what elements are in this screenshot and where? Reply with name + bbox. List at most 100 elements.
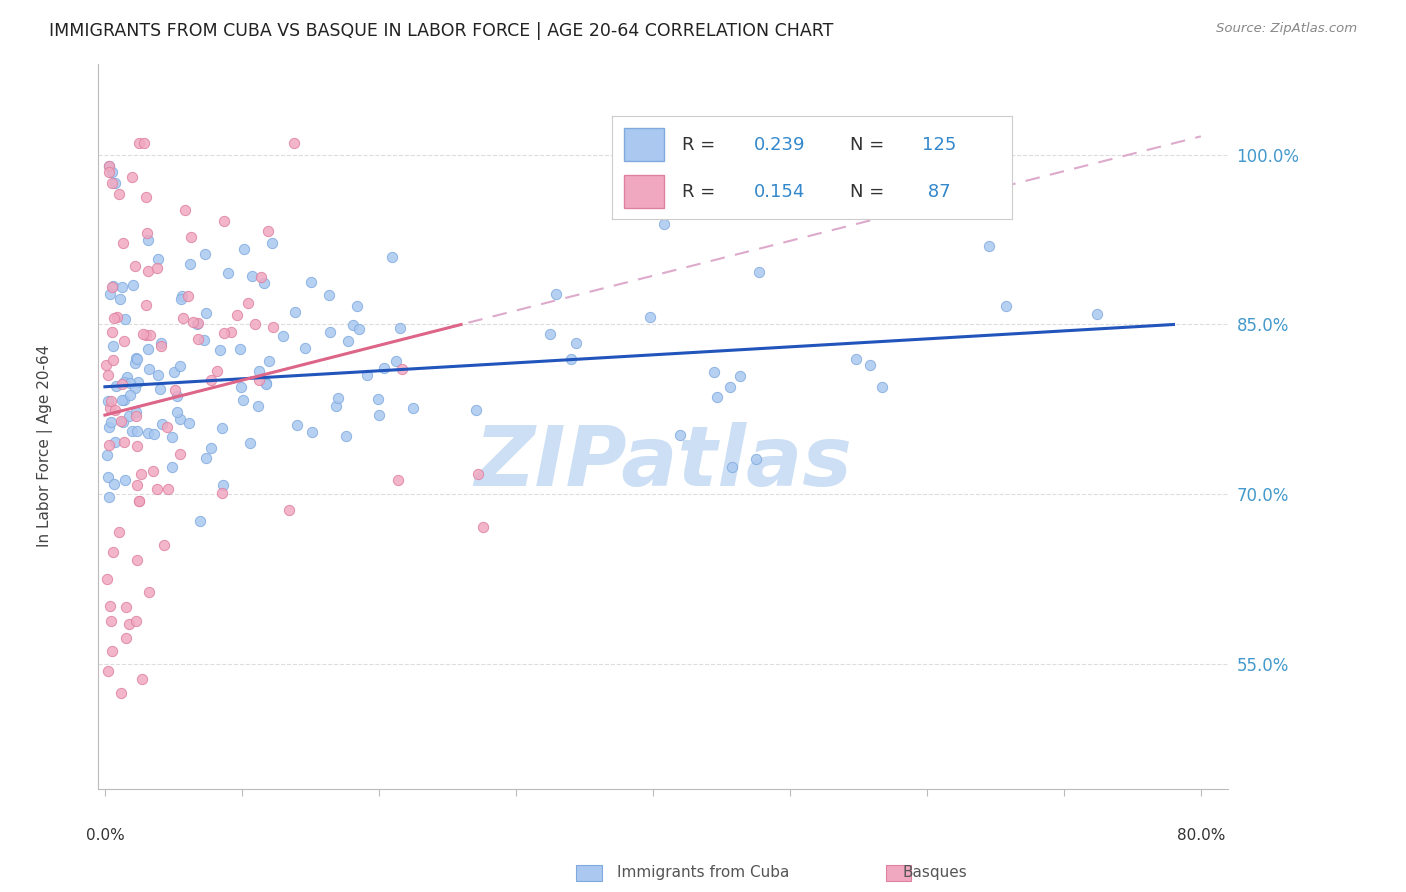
Point — [110, 376, 132, 391]
Point — [138, 362, 160, 376]
Point — [859, 358, 882, 372]
Point — [104, 402, 127, 417]
Point — [195, 306, 218, 320]
Text: 125: 125 — [922, 136, 956, 153]
Point — [146, 482, 169, 496]
Point — [172, 311, 194, 326]
Point — [256, 224, 278, 238]
Point — [124, 356, 146, 370]
Point — [135, 328, 157, 343]
Point — [669, 428, 692, 442]
Point — [170, 289, 193, 303]
Point — [385, 354, 408, 368]
Point — [170, 292, 193, 306]
Point — [538, 327, 561, 342]
Point — [977, 238, 1000, 252]
Point — [219, 325, 242, 339]
Point — [319, 325, 342, 339]
Point — [337, 334, 360, 348]
Point — [238, 296, 260, 310]
Point — [294, 341, 316, 355]
Point — [703, 365, 725, 379]
Point — [239, 436, 262, 450]
Point — [129, 467, 152, 481]
Point — [720, 459, 742, 474]
Text: 0.0%: 0.0% — [86, 829, 124, 844]
Point — [146, 368, 169, 382]
Point — [150, 417, 173, 432]
Point — [98, 438, 121, 452]
Point — [97, 490, 120, 504]
Text: R =: R = — [682, 136, 721, 153]
Point — [156, 420, 179, 434]
Point — [467, 467, 489, 481]
Point — [706, 390, 728, 404]
Point — [367, 392, 389, 406]
Point — [262, 236, 284, 251]
Point — [325, 400, 347, 414]
Point — [100, 394, 122, 409]
Point — [156, 482, 179, 496]
Text: Basques: Basques — [903, 865, 967, 880]
Point — [209, 343, 232, 358]
Point — [160, 459, 183, 474]
Point — [346, 299, 368, 313]
Point — [253, 277, 276, 291]
Point — [1085, 307, 1108, 321]
Point — [100, 644, 122, 658]
Point — [301, 425, 323, 439]
Point — [105, 310, 128, 325]
Point — [125, 478, 148, 492]
Point — [283, 136, 305, 151]
Point — [254, 376, 277, 391]
Point — [101, 280, 124, 294]
Point — [745, 452, 768, 467]
Point — [97, 394, 120, 409]
Point — [165, 384, 187, 398]
Point — [148, 252, 170, 266]
Point — [111, 415, 134, 429]
Point — [98, 164, 121, 178]
Point — [472, 520, 495, 534]
Point — [135, 298, 157, 312]
Point — [112, 334, 135, 348]
Point — [177, 416, 200, 430]
Point — [98, 159, 121, 173]
Point — [564, 335, 586, 350]
Point — [367, 408, 389, 422]
Point — [97, 368, 120, 382]
Point — [247, 373, 270, 387]
Point — [115, 600, 138, 615]
Point — [254, 377, 277, 392]
FancyBboxPatch shape — [624, 128, 664, 161]
Point — [284, 305, 307, 319]
Point — [200, 373, 222, 387]
Point — [118, 617, 141, 632]
Point — [98, 159, 121, 173]
Point — [169, 412, 191, 426]
Point — [107, 524, 129, 539]
Point — [149, 382, 172, 396]
Point — [232, 393, 254, 408]
Point — [108, 293, 131, 307]
FancyBboxPatch shape — [624, 176, 664, 208]
Text: In Labor Force | Age 20-64: In Labor Force | Age 20-64 — [37, 345, 53, 547]
Point — [146, 261, 169, 276]
Point — [112, 375, 135, 389]
Point — [96, 572, 118, 586]
Point — [136, 263, 159, 277]
Point — [247, 399, 270, 413]
Point — [211, 486, 233, 500]
Point — [127, 375, 149, 389]
Point — [150, 339, 173, 353]
Point — [128, 493, 150, 508]
Point — [356, 368, 378, 383]
Point — [181, 316, 204, 330]
Point — [103, 353, 125, 368]
Point — [104, 379, 127, 393]
Point — [166, 389, 188, 403]
Point — [98, 599, 121, 613]
Point — [136, 233, 159, 247]
Point — [342, 318, 364, 333]
Point — [101, 545, 124, 559]
